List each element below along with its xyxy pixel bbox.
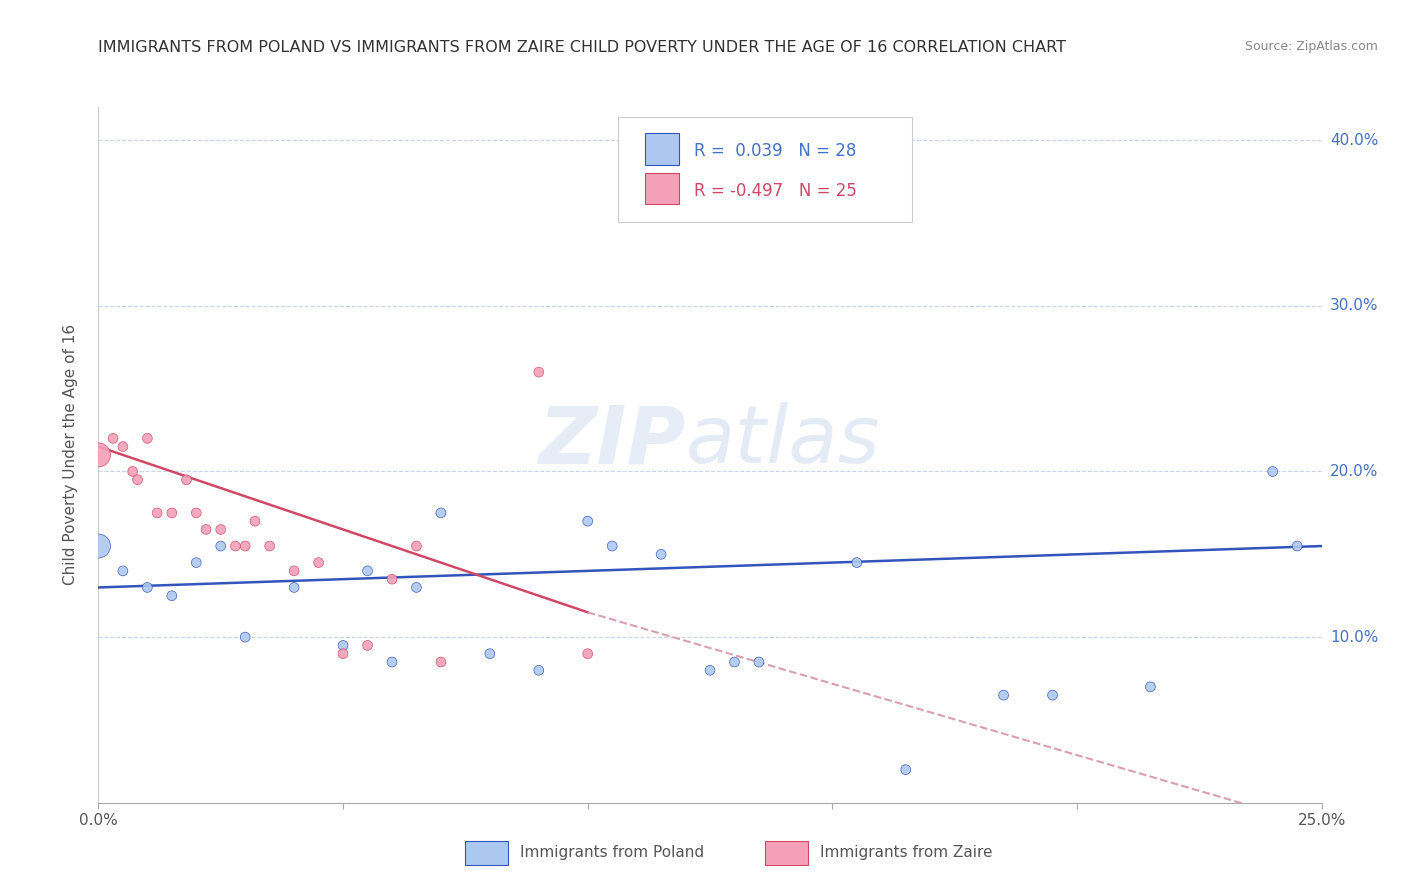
Text: 20.0%: 20.0% [1330,464,1378,479]
FancyBboxPatch shape [765,841,808,865]
Point [209,523,232,537]
Text: 40.0%: 40.0% [1330,133,1378,148]
Point [101,431,124,445]
Point [136,431,159,445]
Point [405,581,427,595]
Point [176,473,198,487]
Point [186,556,208,570]
Y-axis label: Child Poverty Under the Age of 16: Child Poverty Under the Age of 16 [63,325,77,585]
Point [527,663,550,677]
Point [1286,539,1309,553]
Point [430,506,453,520]
Point [209,539,232,553]
Text: 10.0%: 10.0% [1330,630,1378,645]
Point [576,647,599,661]
Point [478,647,501,661]
Text: Immigrants from Poland: Immigrants from Poland [520,846,704,861]
Point [381,655,404,669]
Point [381,572,404,586]
Point [146,506,169,520]
Text: R =  0.039   N = 28: R = 0.039 N = 28 [695,142,856,160]
Point [748,655,770,669]
Point [111,564,134,578]
Point [121,465,143,479]
Point [136,581,159,595]
Point [87,539,110,553]
Point [259,539,281,553]
Text: ZIP: ZIP [538,402,686,480]
Text: Immigrants from Zaire: Immigrants from Zaire [820,846,993,861]
Text: Source: ZipAtlas.com: Source: ZipAtlas.com [1244,40,1378,54]
Point [160,506,183,520]
Point [723,655,745,669]
Point [160,589,183,603]
Point [195,523,218,537]
Point [243,514,266,528]
Point [600,539,623,553]
FancyBboxPatch shape [645,173,679,204]
Point [233,539,256,553]
Point [993,688,1015,702]
Point [699,663,721,677]
Text: R = -0.497   N = 25: R = -0.497 N = 25 [695,182,858,200]
Point [332,639,354,653]
FancyBboxPatch shape [465,841,508,865]
Point [405,539,427,553]
Point [1042,688,1064,702]
Point [127,473,149,487]
Point [186,506,208,520]
Point [224,539,246,553]
Point [1261,465,1284,479]
FancyBboxPatch shape [619,118,912,222]
Point [650,547,672,561]
Text: 30.0%: 30.0% [1330,298,1378,313]
Point [576,514,599,528]
Point [111,440,134,454]
Point [430,655,453,669]
Point [527,365,550,379]
FancyBboxPatch shape [645,134,679,165]
Point [87,448,110,462]
Point [283,581,305,595]
Text: IMMIGRANTS FROM POLAND VS IMMIGRANTS FROM ZAIRE CHILD POVERTY UNDER THE AGE OF 1: IMMIGRANTS FROM POLAND VS IMMIGRANTS FRO… [98,40,1066,55]
Point [1139,680,1161,694]
Point [308,556,330,570]
Point [233,630,256,644]
Point [894,763,917,777]
Point [356,564,378,578]
Text: atlas: atlas [686,402,880,480]
Point [332,647,354,661]
Point [283,564,305,578]
Point [845,556,868,570]
Point [356,639,378,653]
